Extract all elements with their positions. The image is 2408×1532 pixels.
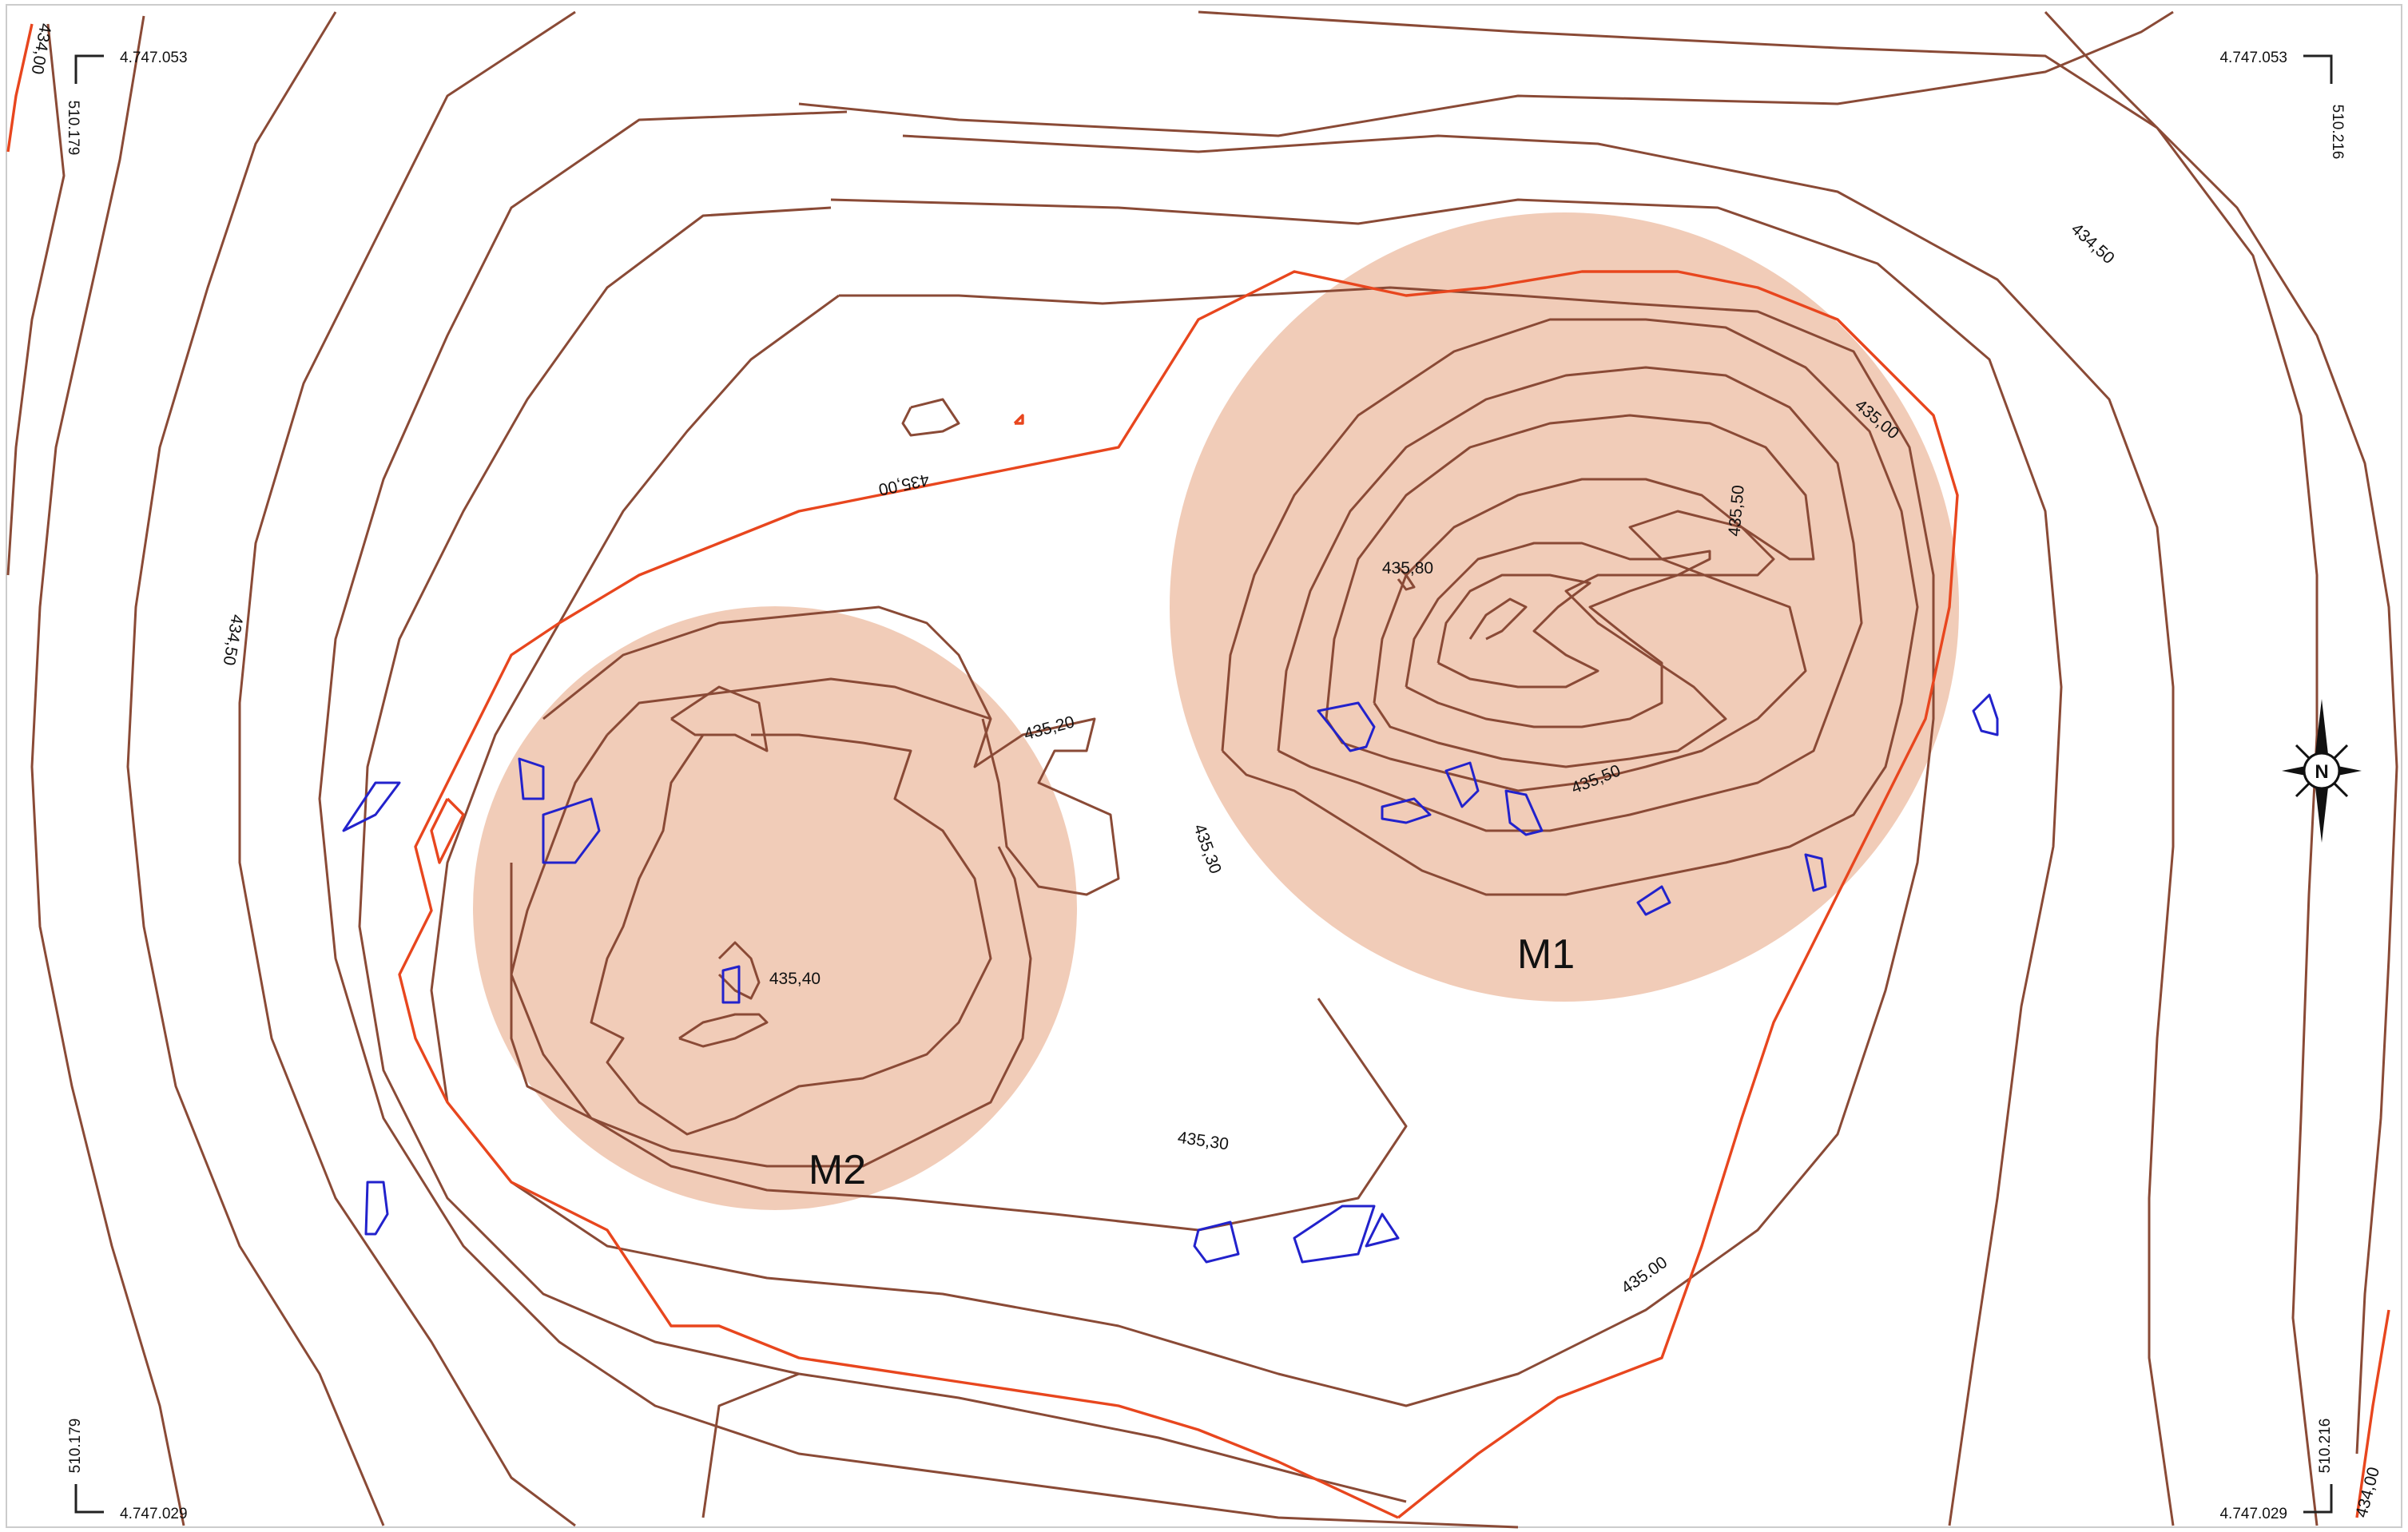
contour-line <box>901 398 960 437</box>
index-contour-line <box>6 23 34 153</box>
index-contour-line <box>430 797 465 864</box>
stone-outline <box>518 757 545 800</box>
contour-label: 435,80 <box>1382 559 1433 577</box>
coord-bottom-left-northing: 4.747.029 <box>120 1506 188 1522</box>
stone-outline <box>1193 1220 1240 1264</box>
contour-label: 435,50 <box>1725 484 1748 537</box>
stone-outline <box>542 797 601 864</box>
coord-top-left-northing: 4.747.053 <box>120 50 188 66</box>
coord-bottom-right-easting: 510.216 <box>2317 1419 2334 1474</box>
contour-line <box>670 685 769 752</box>
stone-outline <box>1972 693 1999 736</box>
mound-m2-area <box>473 606 1077 1210</box>
coord-bottom-left-easting: 510.179 <box>67 1419 84 1474</box>
contour-label: 435,40 <box>769 970 821 988</box>
contour-line <box>606 677 991 736</box>
contour-line <box>358 206 1407 1503</box>
contour-line <box>238 10 576 1527</box>
contour-line <box>510 734 1032 1168</box>
contour-line <box>678 1013 769 1048</box>
contour-line <box>701 1372 800 1518</box>
coord-top-left-easting: 510.179 <box>65 101 81 156</box>
stone-outline <box>1317 701 1376 752</box>
contour-line <box>902 134 2175 1526</box>
contour-line <box>798 10 2174 137</box>
compass-rose-icon: N <box>2282 699 2362 843</box>
contour-line <box>542 605 1120 896</box>
contour-line <box>1198 10 2319 1526</box>
coord-bottom-right-northing: 4.747.029 <box>2219 1506 2287 1522</box>
contour-line <box>1277 366 1863 832</box>
m1-contours <box>1221 318 1919 896</box>
contour-line <box>1325 414 1815 792</box>
mound-label-m2: M2 <box>809 1147 866 1193</box>
contour-line <box>1405 542 1711 728</box>
contour-line <box>126 11 385 1526</box>
outer-contours <box>6 10 2398 1529</box>
contour-line <box>717 941 761 1000</box>
contour-line <box>430 294 1935 1407</box>
contour-line <box>30 15 185 1526</box>
stone-outline <box>1804 853 1827 892</box>
mound-label-m1: M1 <box>1517 931 1575 978</box>
index-contour-line <box>398 270 1959 1519</box>
contour-line <box>6 23 66 576</box>
stones <box>342 693 1999 1264</box>
north-arrow: N <box>2282 699 2362 843</box>
index-contour-line <box>2355 1309 2390 1518</box>
stone-outline <box>1293 1205 1376 1264</box>
contour-line <box>1373 478 1775 768</box>
contour-line <box>318 110 1519 1529</box>
stone-outline <box>1504 789 1544 836</box>
stone-outline <box>1444 761 1480 808</box>
contour-line <box>1436 574 1599 689</box>
north-label: N <box>2315 761 2328 783</box>
stone-outline <box>1381 797 1432 824</box>
corner-ticks <box>74 54 2333 1514</box>
stone-outline <box>364 1181 389 1236</box>
stone-outline <box>1636 885 1671 916</box>
stone-outline <box>1365 1213 1400 1248</box>
contour-line <box>510 863 1408 1232</box>
coord-top-right-easting: 510.216 <box>2329 105 2346 160</box>
index-contour-line <box>1013 414 1024 425</box>
contour-line <box>1468 597 1528 641</box>
m2-contours <box>510 605 1120 1168</box>
contour-line <box>1397 566 1416 591</box>
misc-contours <box>430 398 1024 864</box>
index-contours <box>6 23 2390 1519</box>
contour-line <box>1221 318 1919 896</box>
stone-outline <box>721 965 741 1004</box>
stone-outline <box>342 781 401 832</box>
contour-line <box>590 733 992 1136</box>
contour-line <box>830 198 2063 1526</box>
coord-top-right-northing: 4.747.053 <box>2219 50 2287 66</box>
mound-m1-area <box>1170 212 1959 1002</box>
contour-line <box>2044 10 2398 1455</box>
